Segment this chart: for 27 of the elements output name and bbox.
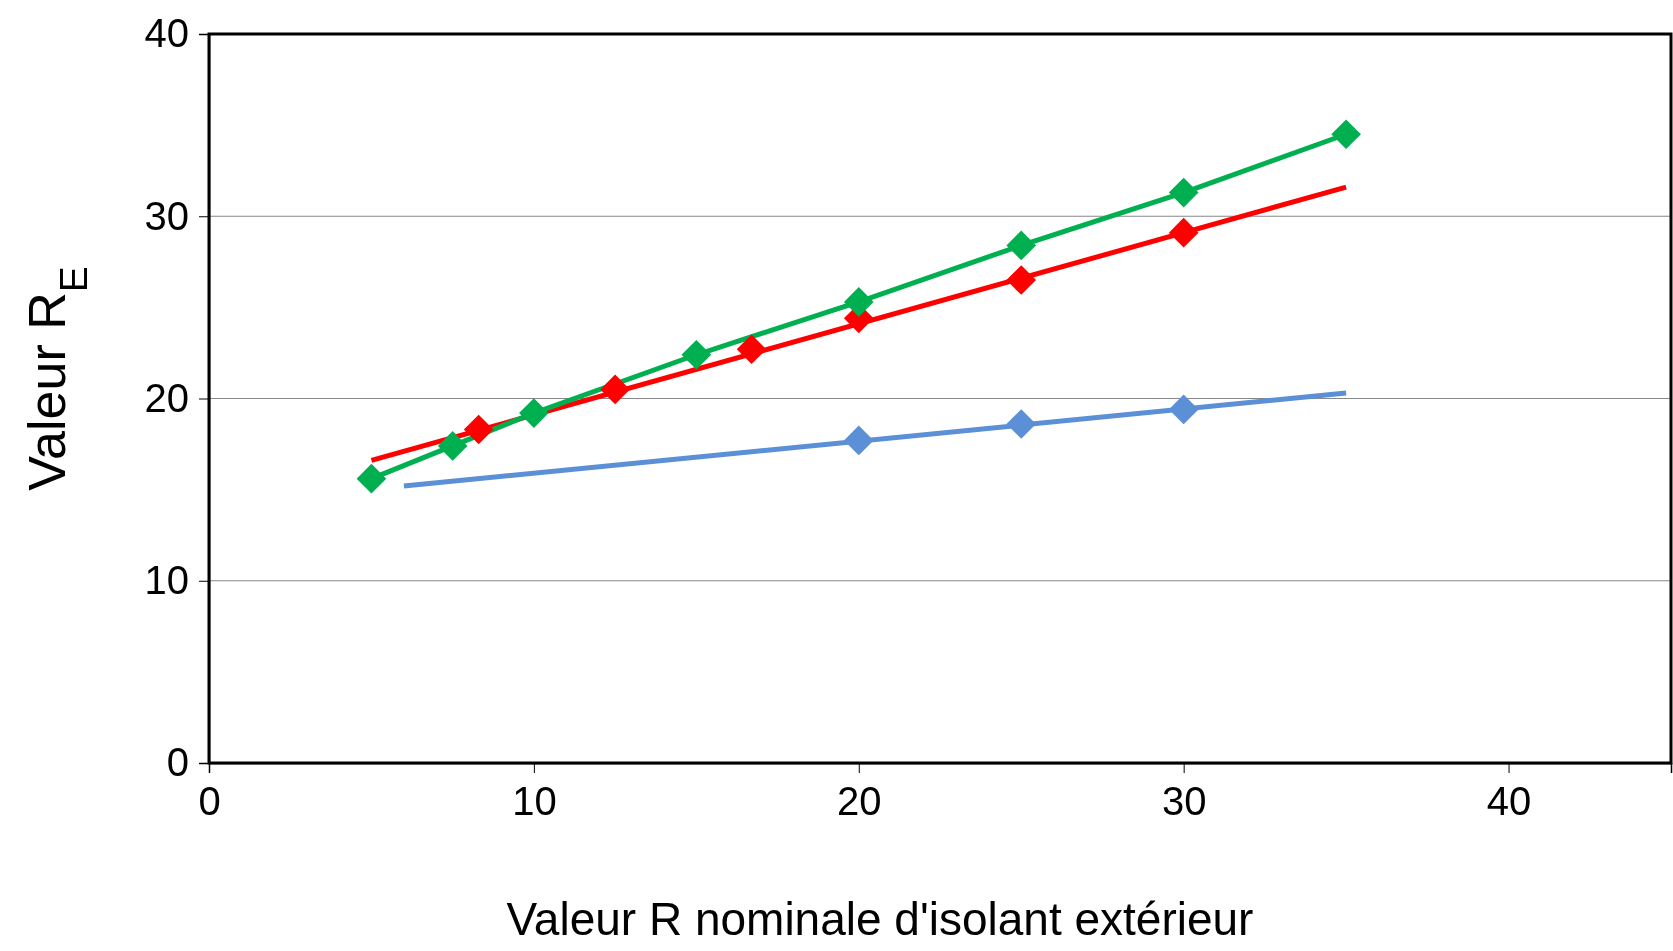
- point: [1006, 230, 1037, 261]
- x-tick-label: 30: [1161, 779, 1207, 824]
- point: [1168, 217, 1199, 248]
- point: [736, 334, 767, 365]
- y-tick-label: 20: [144, 375, 189, 420]
- point: [600, 374, 630, 405]
- x-tick-label: 0: [198, 779, 221, 824]
- point: [437, 431, 468, 461]
- x-axis-title: Valeur R nominale d'isolant extérieur: [506, 893, 1254, 945]
- point: [681, 339, 712, 370]
- point: [1331, 119, 1361, 150]
- point: [1006, 265, 1037, 295]
- y-tick-label: 40: [144, 11, 189, 56]
- point: [1006, 409, 1037, 439]
- point: [463, 414, 494, 445]
- y-tick-label: 0: [166, 740, 189, 785]
- point: [1168, 394, 1199, 425]
- point: [519, 398, 549, 428]
- y-tick-label: 30: [144, 193, 189, 238]
- x-tick-label: 10: [512, 779, 557, 824]
- point: [356, 463, 387, 494]
- point: [843, 287, 874, 317]
- point: [1168, 177, 1199, 208]
- x-tick-label: 40: [1486, 779, 1532, 824]
- point: [843, 425, 874, 456]
- y-tick-label: 10: [144, 558, 189, 603]
- x-tick-label: 20: [837, 779, 882, 824]
